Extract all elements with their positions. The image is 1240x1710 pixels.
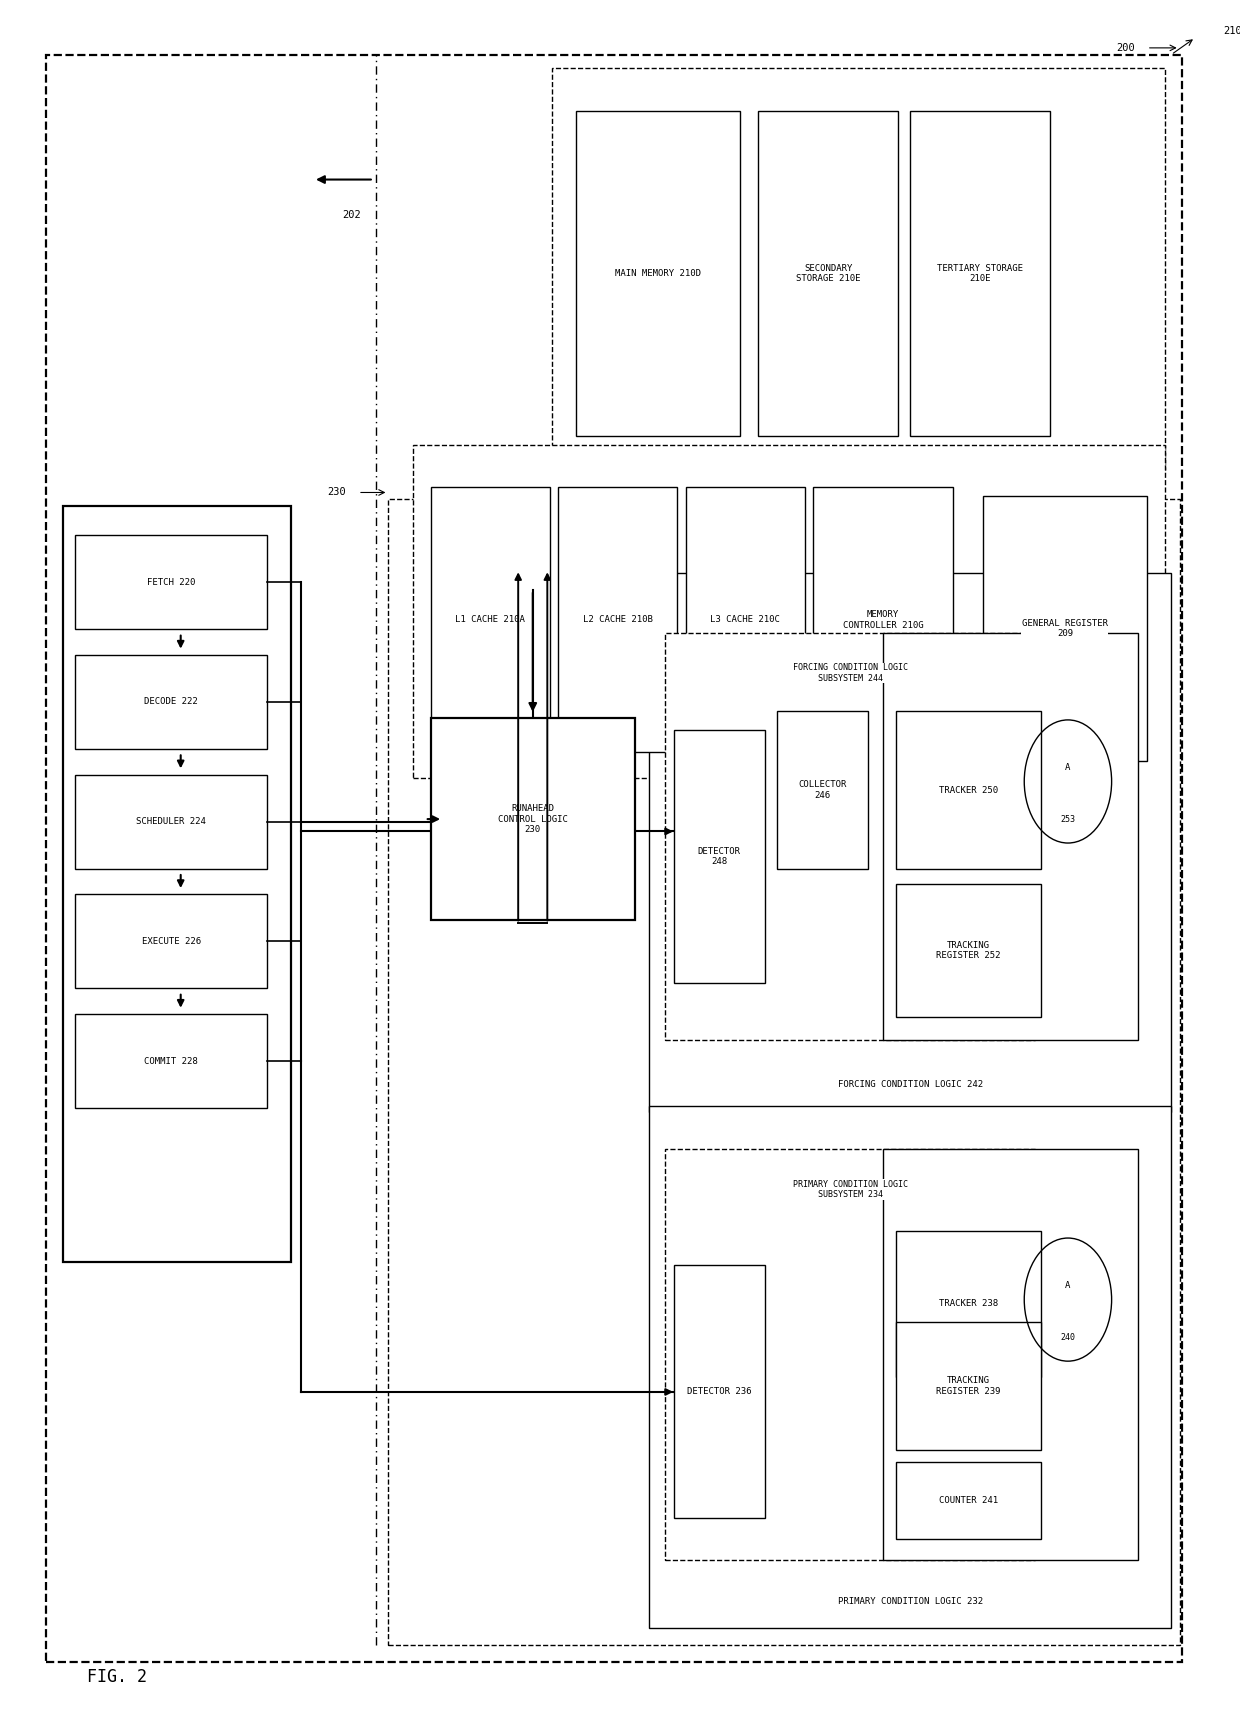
Text: TRACKER 250: TRACKER 250 xyxy=(939,785,998,795)
FancyBboxPatch shape xyxy=(883,1149,1138,1560)
Text: MAIN MEMORY 210D: MAIN MEMORY 210D xyxy=(615,268,702,279)
FancyBboxPatch shape xyxy=(63,506,291,1262)
Text: L1 CACHE 210A: L1 CACHE 210A xyxy=(455,616,526,624)
Text: PRIMARY CONDITION LOGIC
SUBSYSTEM 234: PRIMARY CONDITION LOGIC SUBSYSTEM 234 xyxy=(792,1180,908,1199)
FancyBboxPatch shape xyxy=(673,730,765,983)
Text: TRACKING
REGISTER 252: TRACKING REGISTER 252 xyxy=(936,941,1001,961)
FancyBboxPatch shape xyxy=(46,55,1182,1662)
FancyBboxPatch shape xyxy=(76,775,267,869)
Text: TRACKING
REGISTER 239: TRACKING REGISTER 239 xyxy=(936,1377,1001,1395)
Text: RUNAHEAD
CONTROL LOGIC
230: RUNAHEAD CONTROL LOGIC 230 xyxy=(497,804,568,834)
Text: 253: 253 xyxy=(1060,814,1075,824)
Text: COMMIT 228: COMMIT 228 xyxy=(144,1057,198,1065)
Text: A: A xyxy=(1065,763,1070,773)
FancyBboxPatch shape xyxy=(665,1149,1035,1560)
FancyBboxPatch shape xyxy=(813,487,952,752)
Text: FORCING CONDITION LOGIC
SUBSYSTEM 244: FORCING CONDITION LOGIC SUBSYSTEM 244 xyxy=(792,663,908,682)
Text: 230: 230 xyxy=(327,487,346,498)
FancyBboxPatch shape xyxy=(665,633,1035,1040)
FancyBboxPatch shape xyxy=(577,111,740,436)
Text: COLLECTOR
246: COLLECTOR 246 xyxy=(799,780,847,800)
FancyBboxPatch shape xyxy=(650,1106,1171,1628)
FancyBboxPatch shape xyxy=(895,1462,1042,1539)
Text: 202: 202 xyxy=(342,210,361,221)
FancyBboxPatch shape xyxy=(983,496,1147,761)
FancyBboxPatch shape xyxy=(388,499,1179,1645)
FancyBboxPatch shape xyxy=(76,655,267,749)
Text: DECODE 222: DECODE 222 xyxy=(144,698,198,706)
Text: SECONDARY
STORAGE 210E: SECONDARY STORAGE 210E xyxy=(796,263,861,284)
FancyBboxPatch shape xyxy=(558,487,677,752)
Text: DETECTOR 236: DETECTOR 236 xyxy=(687,1387,751,1397)
Text: PRIMARY CONDITION LOGIC 232: PRIMARY CONDITION LOGIC 232 xyxy=(837,1597,983,1606)
Text: COUNTER 241: COUNTER 241 xyxy=(939,1496,998,1505)
FancyBboxPatch shape xyxy=(910,111,1050,436)
Text: L2 CACHE 210B: L2 CACHE 210B xyxy=(583,616,652,624)
Text: 200: 200 xyxy=(1116,43,1135,53)
Text: MEMORY
CONTROLLER 210G: MEMORY CONTROLLER 210G xyxy=(842,610,923,629)
Text: TERTIARY STORAGE
210E: TERTIARY STORAGE 210E xyxy=(937,263,1023,284)
Text: 240: 240 xyxy=(1060,1332,1075,1342)
Text: TRACKER 238: TRACKER 238 xyxy=(939,1300,998,1308)
FancyBboxPatch shape xyxy=(895,1231,1042,1377)
FancyBboxPatch shape xyxy=(776,711,868,869)
Text: FIG. 2: FIG. 2 xyxy=(87,1667,148,1686)
FancyBboxPatch shape xyxy=(673,1265,765,1518)
Text: L3 CACHE 210C: L3 CACHE 210C xyxy=(711,616,780,624)
Text: EXECUTE 226: EXECUTE 226 xyxy=(141,937,201,946)
FancyBboxPatch shape xyxy=(759,111,898,436)
FancyBboxPatch shape xyxy=(430,487,549,752)
FancyBboxPatch shape xyxy=(552,68,1166,470)
FancyBboxPatch shape xyxy=(650,573,1171,1112)
Text: A: A xyxy=(1065,1281,1070,1291)
FancyBboxPatch shape xyxy=(883,633,1138,1040)
FancyBboxPatch shape xyxy=(76,894,267,988)
Text: GENERAL REGISTER
209: GENERAL REGISTER 209 xyxy=(1022,619,1107,638)
Text: FETCH 220: FETCH 220 xyxy=(146,578,195,587)
FancyBboxPatch shape xyxy=(895,711,1042,869)
Text: 210: 210 xyxy=(1224,26,1240,36)
FancyBboxPatch shape xyxy=(895,884,1042,1017)
FancyBboxPatch shape xyxy=(413,445,1166,778)
FancyBboxPatch shape xyxy=(76,1014,267,1108)
FancyBboxPatch shape xyxy=(686,487,805,752)
FancyBboxPatch shape xyxy=(76,535,267,629)
Text: DETECTOR
248: DETECTOR 248 xyxy=(698,846,740,867)
FancyBboxPatch shape xyxy=(430,718,635,920)
Text: FORCING CONDITION LOGIC 242: FORCING CONDITION LOGIC 242 xyxy=(837,1081,983,1089)
Text: SCHEDULER 224: SCHEDULER 224 xyxy=(136,817,206,826)
FancyBboxPatch shape xyxy=(895,1322,1042,1450)
